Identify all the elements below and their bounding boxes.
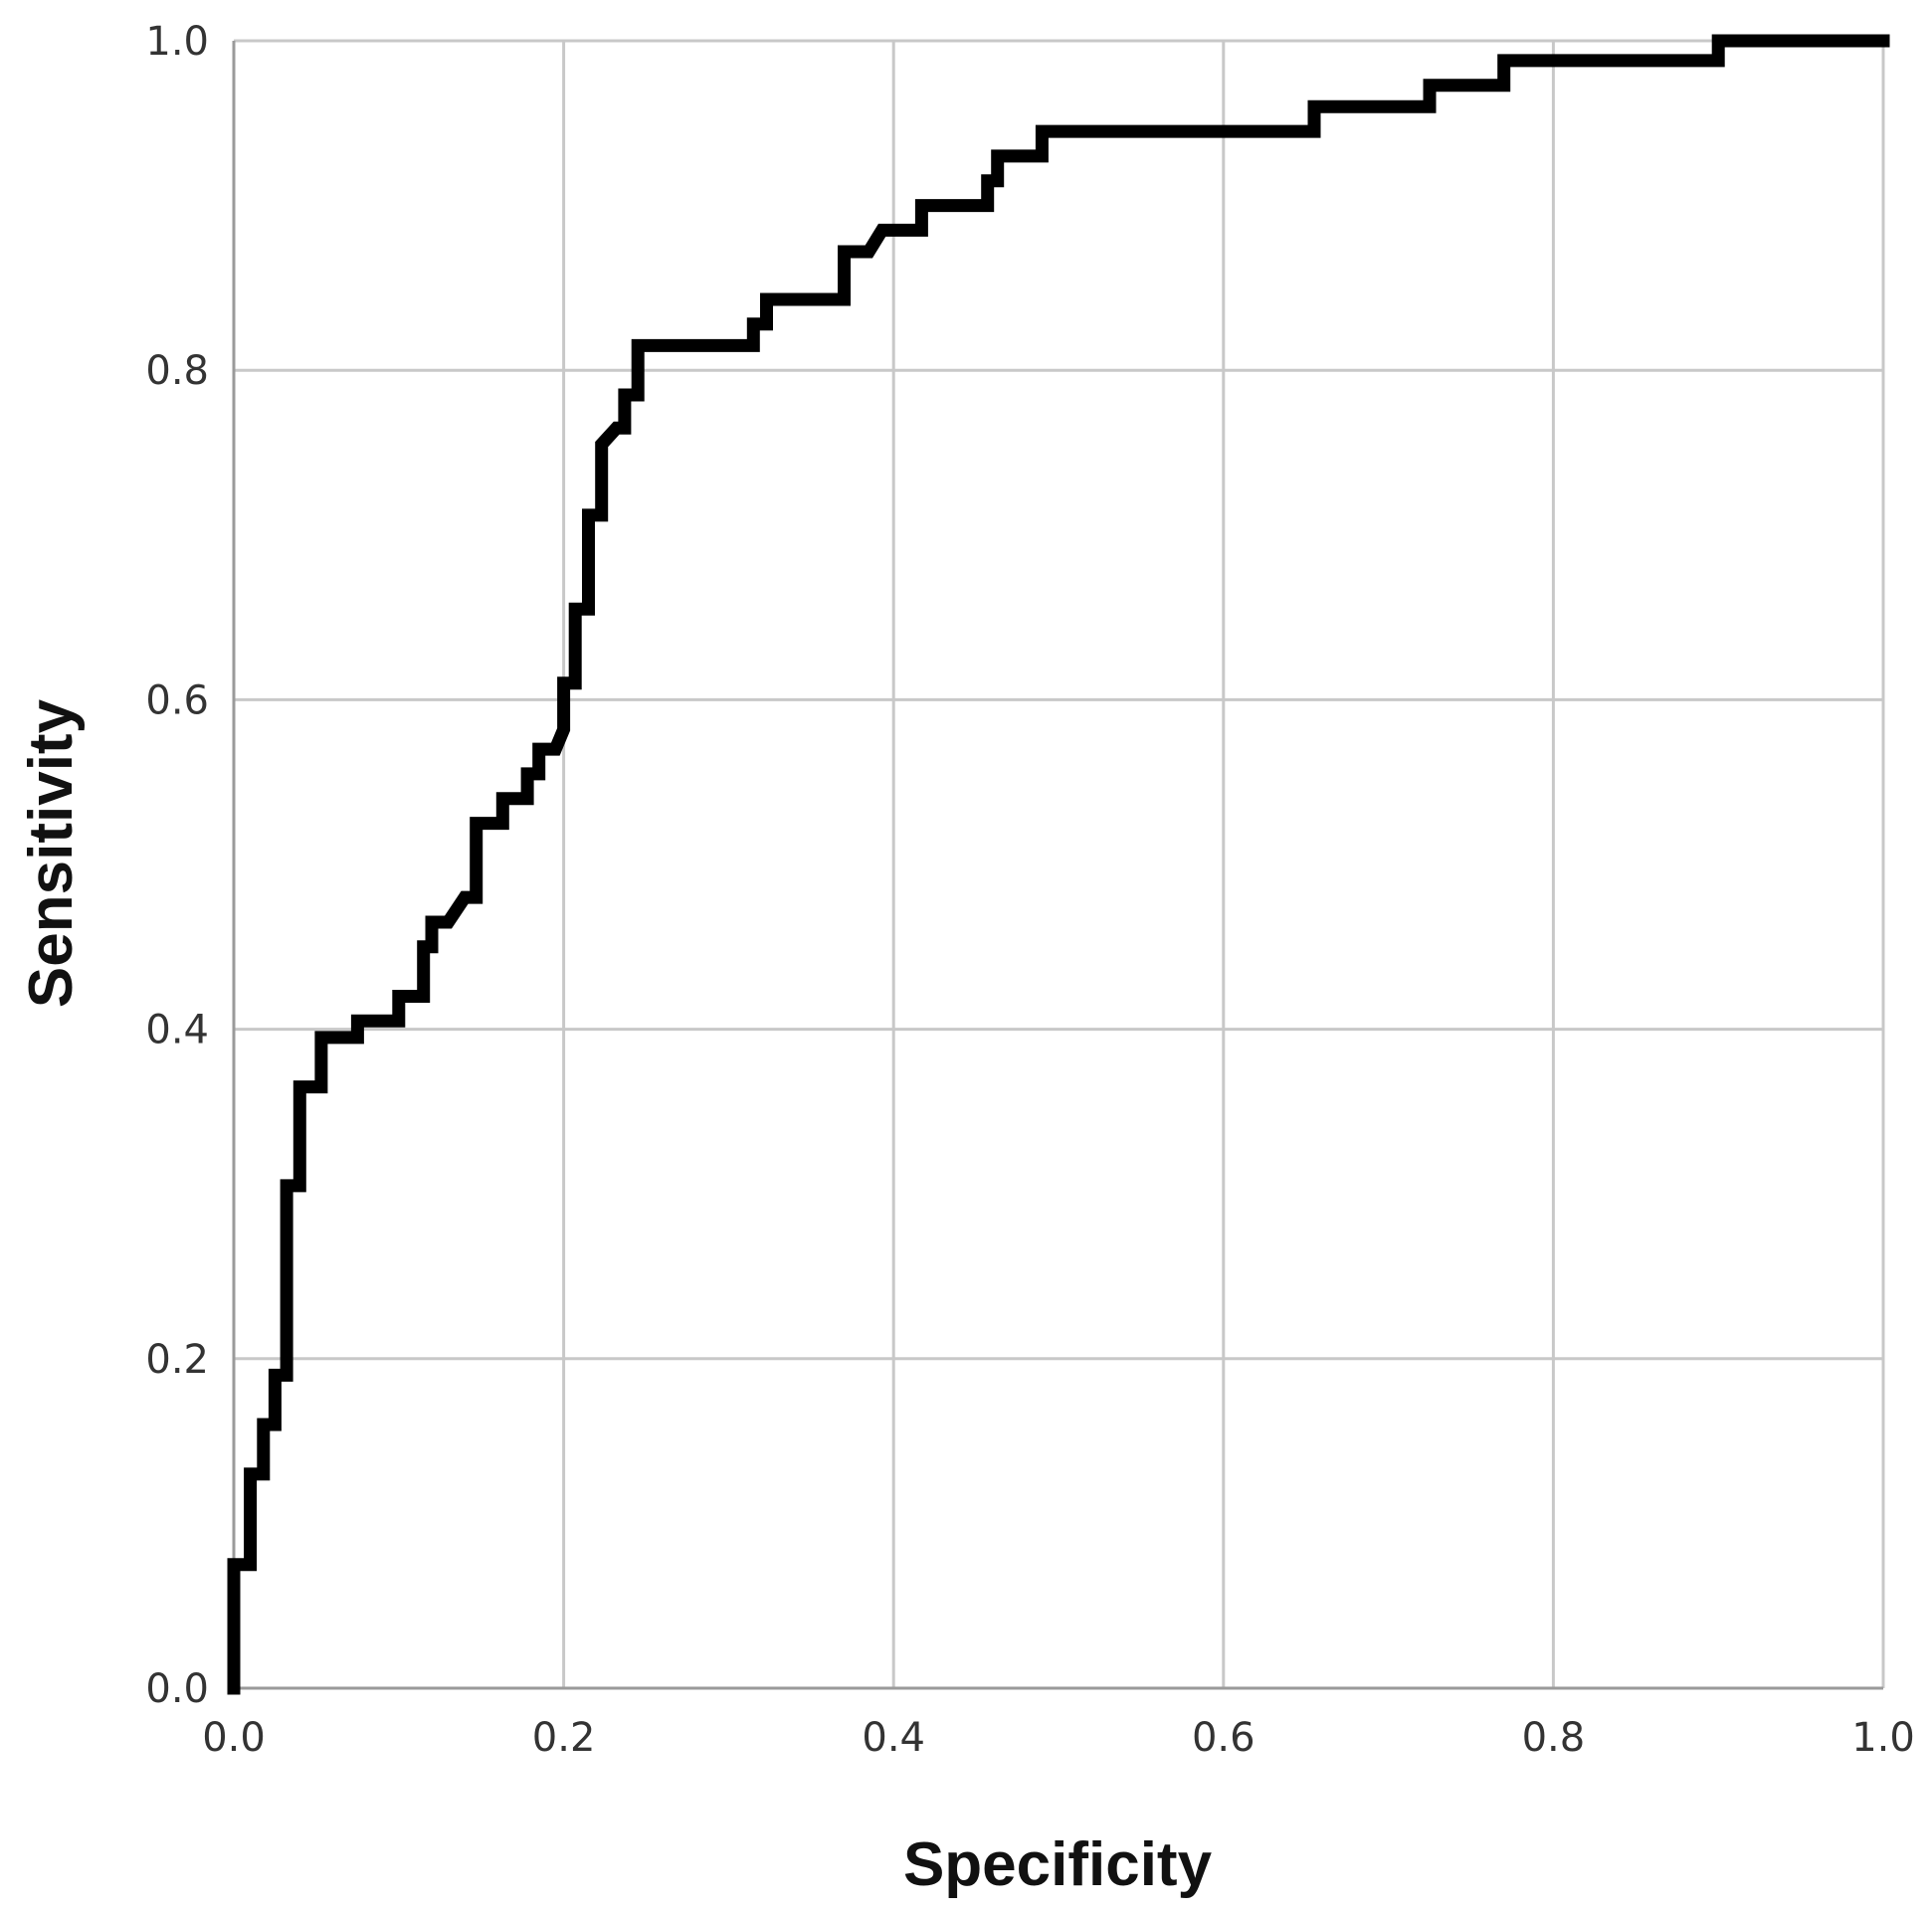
tick-labels: 0.0 0.2 0.4 0.6 0.8 1.0 0.0 0.2 0.4 0.6 0.8 1.0 [145, 19, 1914, 1761]
y-axis-title: Sensitivity [17, 698, 86, 1008]
y-tick-label-1: 0.2 [145, 1337, 209, 1383]
y-tick-label-4: 0.8 [145, 348, 209, 394]
y-tick-label-2: 0.4 [145, 1008, 209, 1053]
roc-curve-series [227, 34, 1890, 1695]
y-tick-label-0: 0.0 [145, 1666, 209, 1712]
x-tick-label-5: 1.0 [1851, 1715, 1915, 1761]
y-tick-label-5: 1.0 [145, 19, 209, 65]
x-tick-label-0: 0.0 [202, 1715, 266, 1761]
x-tick-label-2: 0.4 [862, 1715, 925, 1761]
x-tick-label-3: 0.6 [1192, 1715, 1256, 1761]
x-tick-label-4: 0.8 [1522, 1715, 1586, 1761]
axes [232, 41, 1883, 1690]
x-axis-title: Specificity [903, 1830, 1213, 1899]
y-tick-label-3: 0.6 [145, 677, 209, 723]
roc-curve-line [227, 34, 1890, 1695]
grid-lines [234, 39, 1885, 1688]
x-tick-label-1: 0.2 [532, 1715, 596, 1761]
